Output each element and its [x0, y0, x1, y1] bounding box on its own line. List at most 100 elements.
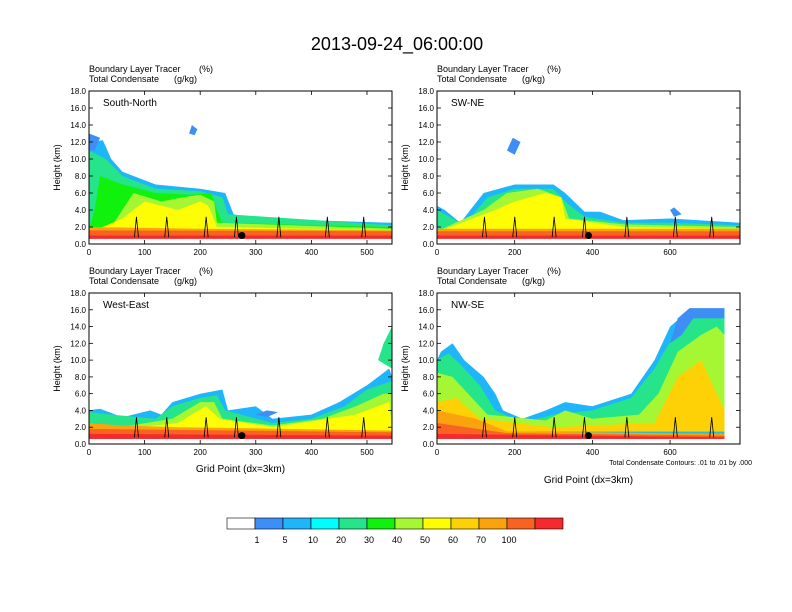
y-tick-label: 18.0 — [70, 87, 86, 96]
x-tick-label: 0 — [87, 248, 92, 257]
condensate-contour — [582, 417, 587, 438]
x-tick-label: 400 — [305, 248, 319, 257]
y-tick-label: 10.0 — [418, 155, 434, 164]
y-tick-label: 0.0 — [75, 240, 87, 249]
y-tick-label: 8.0 — [75, 172, 87, 181]
y-tick-label: 18.0 — [418, 87, 434, 96]
x-tick-label: 400 — [586, 248, 600, 257]
x-axis-title: Grid Point (dx=3km) — [544, 475, 633, 486]
tracer-region — [89, 201, 392, 233]
y-axis-title: Height (km) — [400, 144, 410, 191]
x-tick-label: 200 — [194, 248, 208, 257]
condensate-contour — [551, 417, 557, 438]
condensate-contour — [234, 216, 239, 238]
tracer-region — [89, 402, 392, 433]
y-tick-label: 8.0 — [423, 172, 435, 181]
field-unit: (%) — [199, 64, 213, 74]
field-label: Boundary Layer Tracer — [437, 266, 529, 276]
y-tick-label: 6.0 — [75, 189, 87, 198]
condensate-contour — [361, 216, 367, 238]
condensate-contours — [134, 216, 367, 238]
contour-note: Total Condensate Contours: .01 to .01 by… — [609, 460, 752, 467]
y-tick-label: 0.0 — [75, 440, 87, 449]
tracer-region — [506, 137, 521, 155]
tracer-region — [437, 326, 725, 432]
location-marker — [238, 232, 246, 239]
condensate-contour — [164, 216, 170, 238]
y-tick-label: 6.0 — [75, 390, 87, 399]
colorbar: 1 5 10 20 30 40 50 60 70 100 — [226, 517, 564, 545]
y-tick-label: 2.0 — [423, 423, 435, 432]
plot-frame — [88, 90, 393, 245]
colorbar-swatch — [366, 517, 396, 530]
panel-label: SW-NE — [451, 98, 484, 109]
condensate-contour — [134, 216, 139, 238]
condensate-contour — [512, 216, 518, 238]
condensate-contour — [203, 216, 209, 238]
x-tick-label: 400 — [305, 448, 319, 457]
condensate-contours — [134, 417, 367, 438]
terrain — [437, 238, 740, 244]
plot-frame — [88, 292, 393, 445]
x-tick-label: 600 — [663, 248, 677, 257]
field-unit: (%) — [547, 266, 561, 276]
tracer-region — [378, 326, 392, 369]
y-tick-label: 4.0 — [423, 406, 435, 415]
panel-label: NW-SE — [451, 300, 484, 311]
field-label: Total Condensate — [89, 276, 159, 286]
tracer-field — [89, 125, 392, 244]
y-axis-title: Height (km) — [400, 345, 410, 392]
field-label: Boundary Layer Tracer — [437, 64, 529, 74]
field-unit: (g/kg) — [174, 276, 197, 286]
x-tick-label: 200 — [194, 448, 208, 457]
main-title: 2013-09-24_06:00:00 — [311, 34, 483, 55]
y-axis-title: Height (km) — [52, 345, 62, 392]
field-unit: (%) — [547, 64, 561, 74]
y-tick-label: 12.0 — [418, 138, 434, 147]
condensate-contour — [276, 417, 282, 438]
condensate-contour — [324, 216, 330, 238]
tracer-region — [437, 410, 725, 439]
location-marker — [238, 432, 246, 440]
y-axis-title: Height (km) — [52, 144, 62, 191]
colorbar-swatch — [338, 517, 368, 530]
x-tick-label: 500 — [360, 248, 374, 257]
colorbar-label: 60 — [448, 535, 458, 545]
tracer-region — [670, 308, 725, 344]
colorbar-swatch — [422, 517, 452, 530]
tracer-region — [89, 133, 101, 151]
x-tick-label: 100 — [138, 448, 152, 457]
y-tick-label: 8.0 — [75, 373, 87, 382]
x-tick-label: 500 — [360, 448, 374, 457]
panel-label: West-East — [103, 300, 149, 311]
x-tick-label: 300 — [249, 448, 263, 457]
y-tick-label: 2.0 — [75, 423, 87, 432]
colorbar-label: 30 — [364, 535, 374, 545]
field-label: Total Condensate — [437, 276, 507, 286]
location-marker — [585, 432, 592, 440]
colorbar-swatch — [254, 517, 284, 530]
colorbar-swatch — [450, 517, 480, 530]
condensate-contour — [672, 417, 678, 438]
y-tick-label: 16.0 — [418, 306, 434, 315]
colorbar-label: 1 — [254, 535, 259, 545]
condensate-contour — [672, 216, 678, 238]
x-tick-label: 200 — [508, 448, 522, 457]
y-tick-label: 14.0 — [70, 323, 86, 332]
colorbar-label: 50 — [420, 535, 430, 545]
y-tick-label: 14.0 — [70, 121, 86, 130]
condensate-contour — [234, 417, 239, 438]
condensate-contour — [482, 216, 487, 238]
colorbar-swatch — [394, 517, 424, 530]
condensate-contour — [512, 417, 518, 438]
y-tick-label: 6.0 — [423, 189, 435, 198]
plot-frame — [436, 292, 741, 445]
colorbar-label: 40 — [392, 535, 402, 545]
y-tick-label: 14.0 — [418, 323, 434, 332]
condensate-contours — [482, 417, 715, 438]
colorbar-swatch — [226, 517, 256, 530]
y-tick-label: 10.0 — [70, 356, 86, 365]
field-unit: (g/kg) — [522, 74, 545, 84]
y-tick-label: 0.0 — [423, 440, 435, 449]
